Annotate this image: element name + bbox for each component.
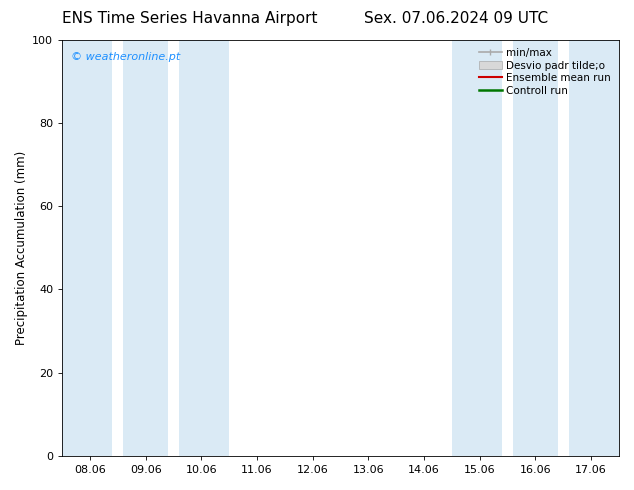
Legend: min/max, Desvio padr tilde;o, Ensemble mean run, Controll run: min/max, Desvio padr tilde;o, Ensemble m… [476,45,614,99]
Bar [452,40,502,456]
Bar [179,40,230,456]
Text: © weatheronline.pt: © weatheronline.pt [70,52,180,62]
Bar [62,40,112,456]
Bar [513,40,558,456]
Bar [124,40,168,456]
Text: Sex. 07.06.2024 09 UTC: Sex. 07.06.2024 09 UTC [365,11,548,26]
Text: ENS Time Series Havanna Airport: ENS Time Series Havanna Airport [63,11,318,26]
Bar [569,40,619,456]
Y-axis label: Precipitation Accumulation (mm): Precipitation Accumulation (mm) [15,150,28,345]
